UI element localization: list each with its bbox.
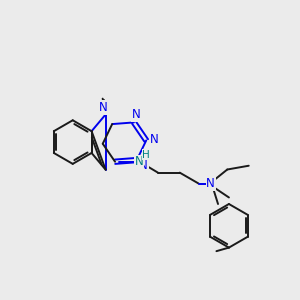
Text: N: N — [99, 101, 108, 114]
Text: N: N — [140, 158, 148, 172]
Text: N: N — [206, 177, 215, 190]
Text: H: H — [142, 150, 150, 160]
Text: N: N — [150, 133, 158, 146]
Text: N: N — [135, 155, 143, 168]
Text: N: N — [131, 108, 140, 121]
